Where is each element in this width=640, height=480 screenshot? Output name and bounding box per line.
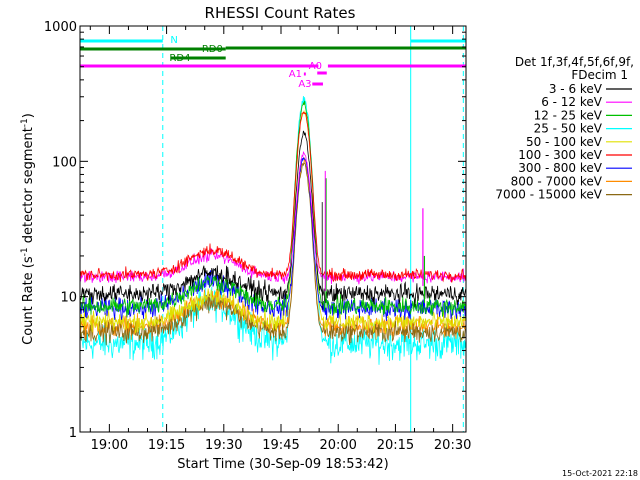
legend-header-line-1: Det 1f,3f,4f,5f,6f,9f, <box>515 55 634 69</box>
series-line-12-25-kev <box>79 100 467 317</box>
x-tick-label: 20:30 <box>434 438 471 453</box>
plot-frame <box>79 25 467 433</box>
legend-label-300-800-kev: 300 - 800 keV <box>518 161 602 175</box>
x-tick-label: 19:00 <box>91 438 128 453</box>
series-line-25-50-kev <box>79 95 467 365</box>
legend-label-3-6-kev: 3 - 6 keV <box>549 82 603 96</box>
y-axis-label: Count Rate (s-1 detector segment-1) <box>20 113 36 345</box>
series-lines <box>79 95 467 365</box>
y-tick-label: 1000 <box>44 20 77 35</box>
x-tick-label: 20:00 <box>319 438 356 453</box>
legend-header-line-2: FDecim 1 <box>571 68 628 82</box>
x-tick-label: 19:30 <box>205 438 242 453</box>
x-axis: 19:00 19:15 19:30 19:45 20:00 20:15 20:30 <box>89 26 471 453</box>
series-line-50-100-kev <box>79 109 467 334</box>
legend-label-800-7000-kev: 800 - 7000 keV <box>511 174 603 188</box>
legend-label-7000-15000-kev: 7000 - 15000 keV <box>495 188 602 202</box>
y-tick-label: 100 <box>52 155 77 170</box>
chart-title: RHESSI Count Rates <box>205 4 356 22</box>
x-tick-label: 19:45 <box>262 438 299 453</box>
state-bar-label-rd4: RD4 <box>169 53 190 64</box>
x-tick-label: 20:15 <box>377 438 414 453</box>
legend-label-50-100-kev: 50 - 100 keV <box>526 135 603 149</box>
plot-area <box>80 26 466 432</box>
y-axis: 1 10 100 1000 <box>44 20 466 441</box>
series-line-3-6-kev <box>79 130 467 307</box>
state-bar-label-rd0: RD0 <box>202 44 223 55</box>
render-timestamp: 15-Oct-2021 22:18 <box>562 469 638 478</box>
y-tick-label: 1 <box>69 426 77 441</box>
legend-label-6-12-kev: 6 - 12 keV <box>541 95 603 109</box>
legend-label-25-50-kev: 25 - 50 keV <box>534 122 603 136</box>
legend-label-100-300-kev: 100 - 300 keV <box>518 148 602 162</box>
x-axis-label: Start Time (30-Sep-09 18:53:42) <box>177 457 388 472</box>
y-tick-label: 10 <box>60 291 77 306</box>
state-bar-label-a3: A3 <box>298 79 311 90</box>
series-line-7000-15000-kev <box>79 162 467 346</box>
legend-label-12-25-kev: 12 - 25 keV <box>534 108 603 122</box>
series-line-100-300-kev <box>79 111 467 283</box>
state-bar-label-night: N <box>170 35 177 46</box>
state-bar-label-a1: A1 <box>289 69 302 80</box>
legend: Det 1f,3f,4f,5f,6f,9f, FDecim 1 3 - 6 ke… <box>495 55 634 202</box>
state-bar-label-a0: A0 <box>309 61 322 72</box>
x-tick-label: 19:15 <box>148 438 185 453</box>
